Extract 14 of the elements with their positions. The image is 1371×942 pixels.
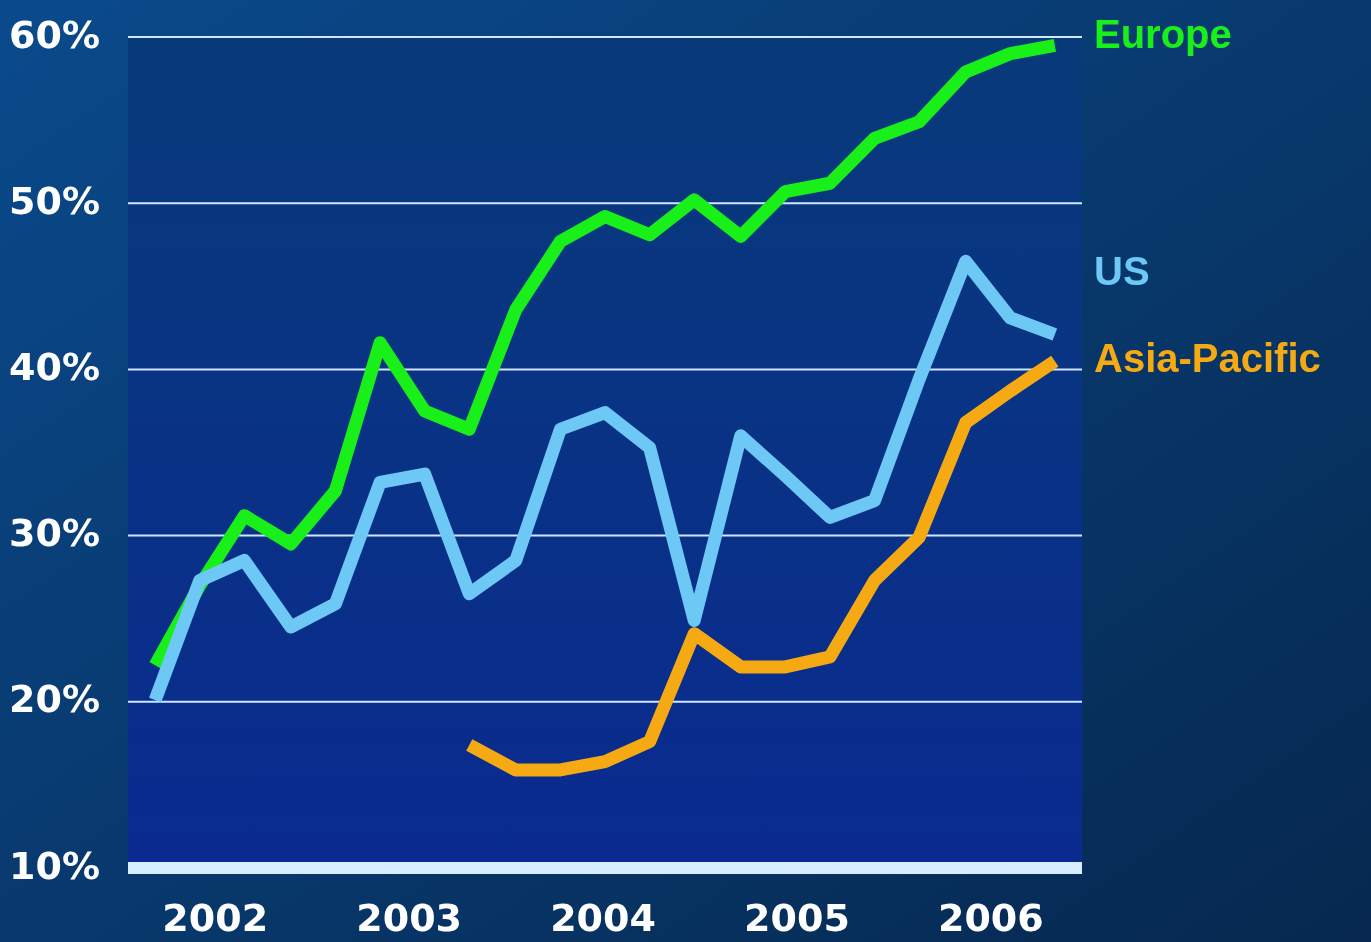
y-tick-label: 50% bbox=[9, 178, 100, 223]
x-tick-label: 2004 bbox=[550, 895, 656, 940]
y-tick-label: 30% bbox=[9, 511, 100, 556]
series-label: Europe bbox=[1094, 11, 1232, 56]
series-label: Asia-Pacific bbox=[1094, 335, 1321, 380]
x-tick-label: 2003 bbox=[356, 895, 463, 940]
y-tick-label: 20% bbox=[9, 677, 100, 722]
series-label: US bbox=[1094, 249, 1150, 294]
y-tick-label: 60% bbox=[9, 12, 100, 57]
y-tick-label: 40% bbox=[9, 344, 100, 389]
y-tick-label: 10% bbox=[9, 843, 100, 888]
x-tick-label: 2006 bbox=[937, 895, 1044, 940]
x-tick-label: 2005 bbox=[744, 895, 850, 940]
x-tick-label: 2002 bbox=[162, 895, 269, 940]
